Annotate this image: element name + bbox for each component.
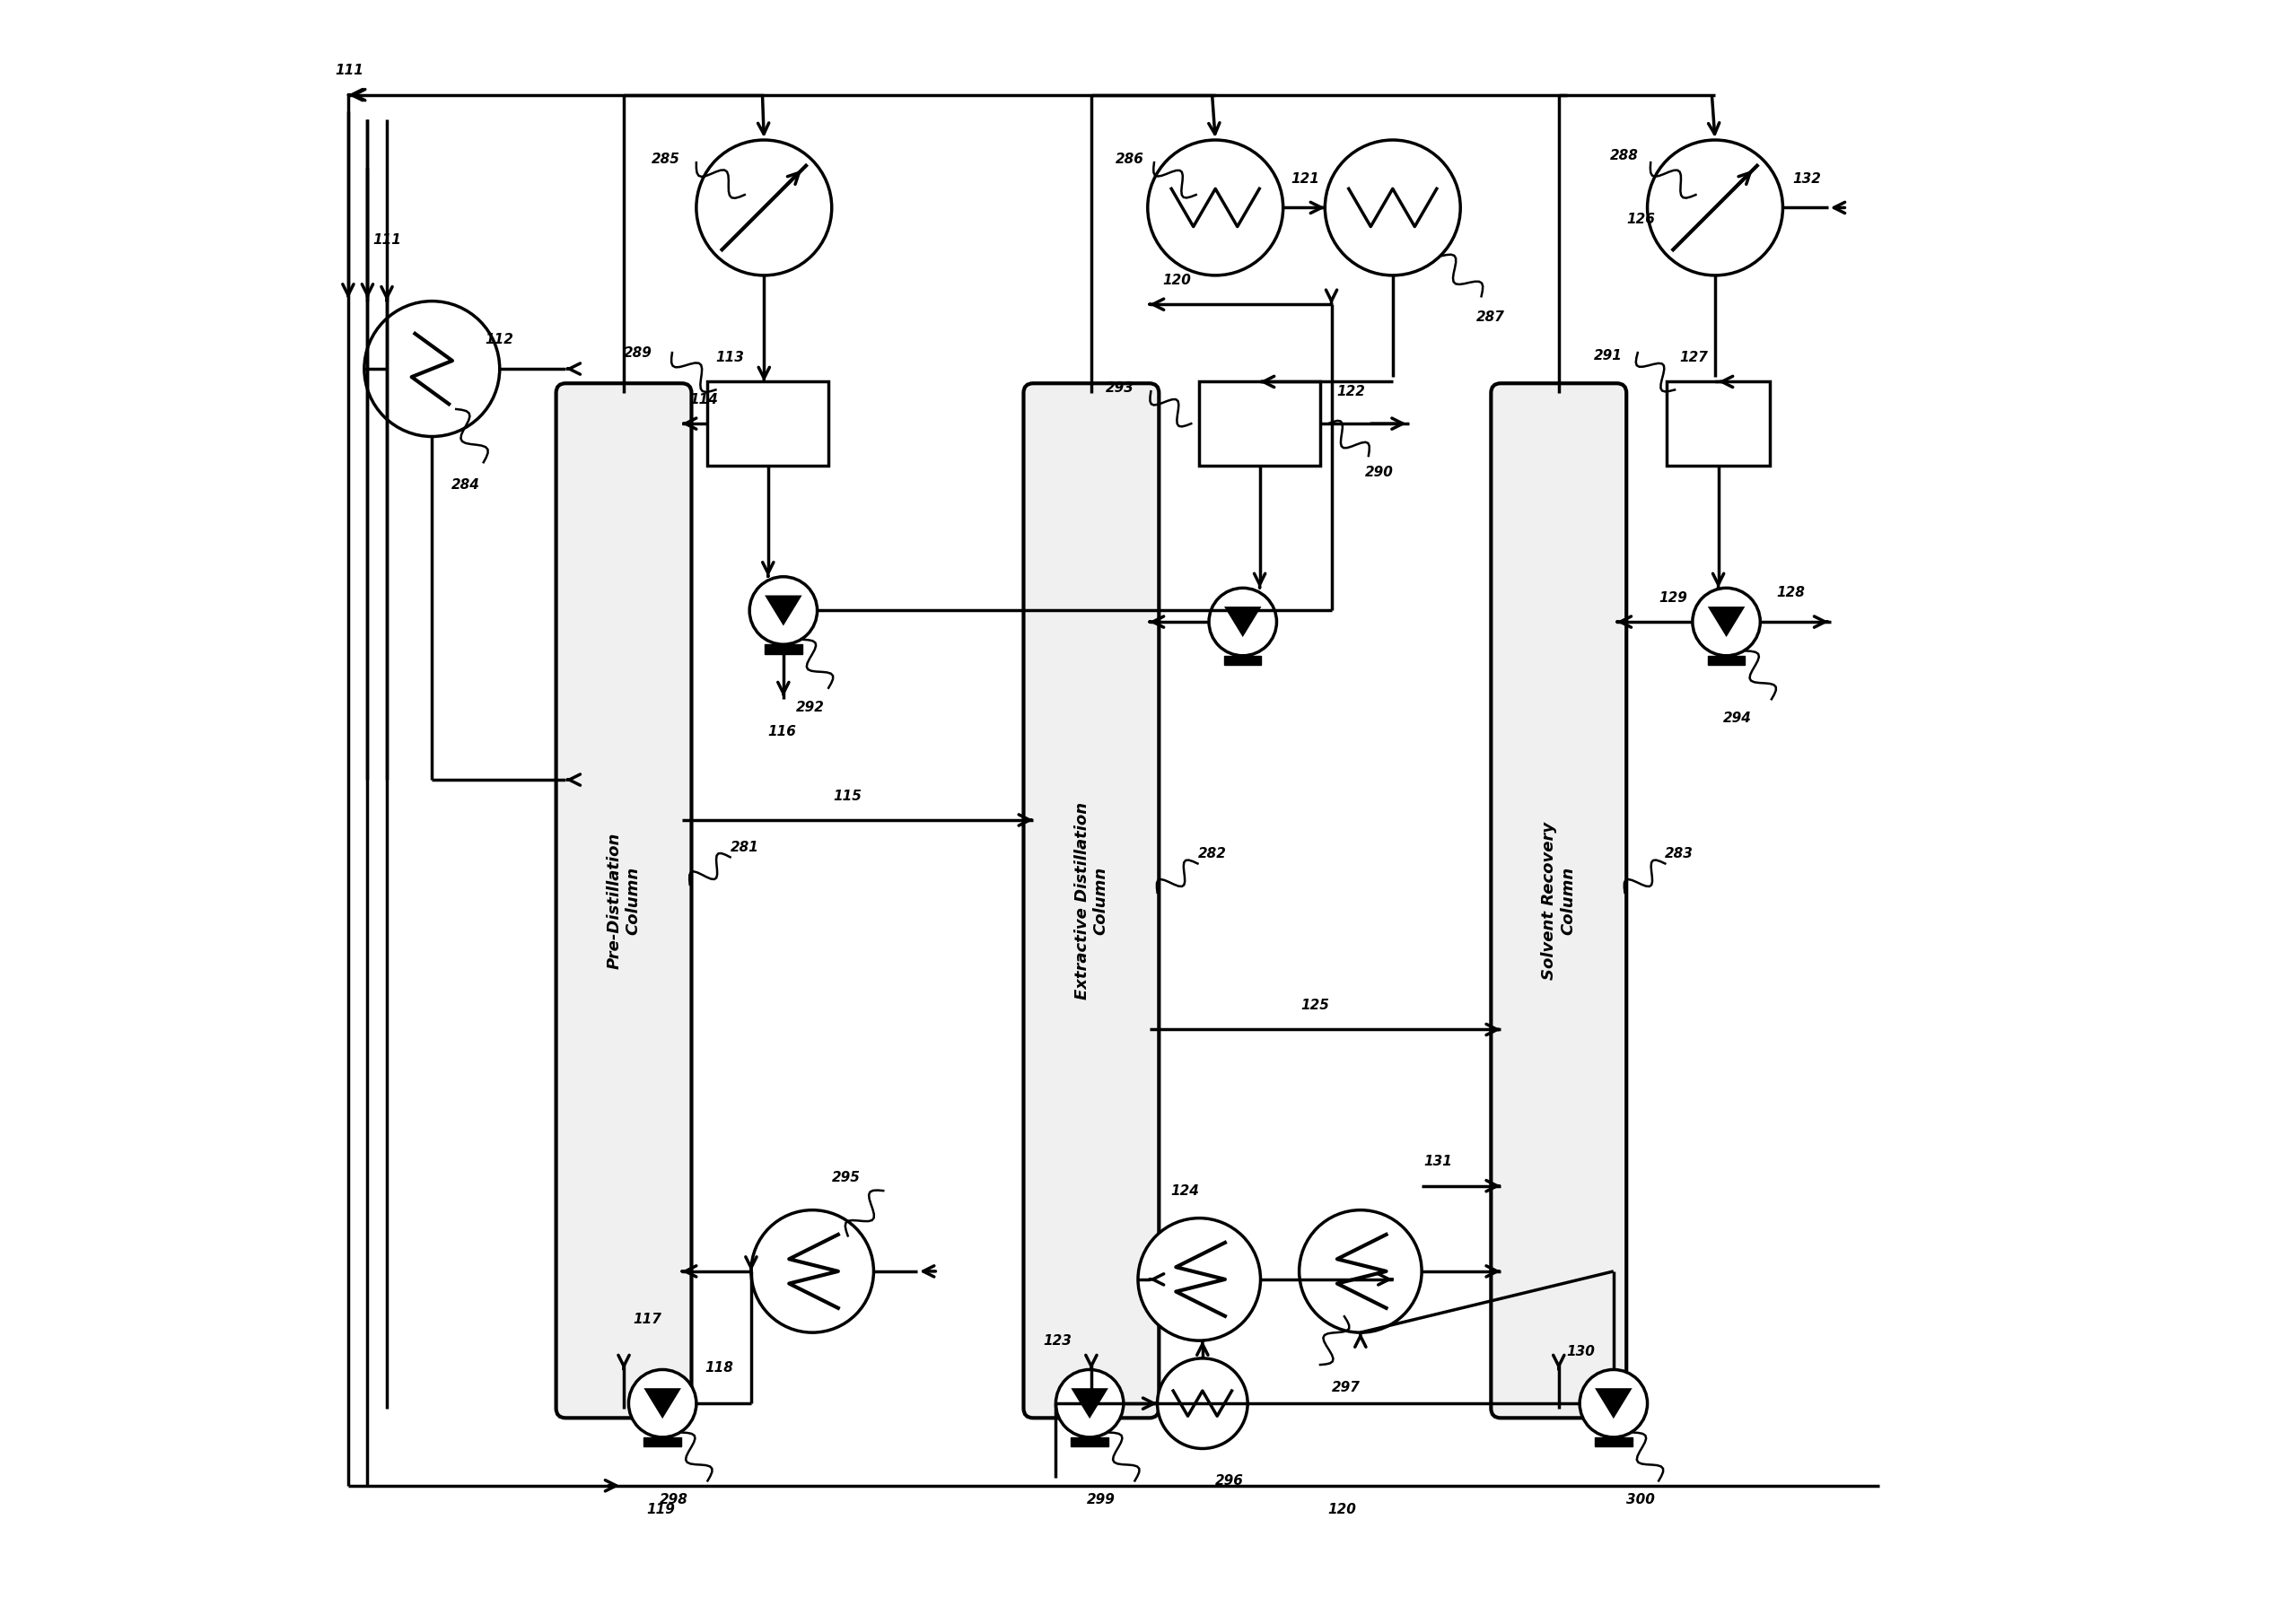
Text: 283: 283 — [1666, 848, 1693, 861]
Text: 123: 123 — [1042, 1333, 1072, 1348]
Bar — [644, 1437, 681, 1447]
Text: 287: 287 — [1477, 310, 1504, 323]
Text: 126: 126 — [1627, 213, 1655, 226]
Text: 285: 285 — [651, 153, 681, 166]
Circle shape — [1056, 1369, 1124, 1437]
Text: 115: 115 — [833, 789, 863, 802]
Polygon shape — [644, 1389, 681, 1419]
Text: Extractive Distillation
Column: Extractive Distillation Column — [1074, 802, 1108, 999]
FancyBboxPatch shape — [1491, 383, 1627, 1418]
Text: 111: 111 — [335, 63, 364, 78]
Text: 121: 121 — [1290, 172, 1320, 185]
Circle shape — [1693, 588, 1759, 656]
Bar — [708, 382, 828, 466]
FancyBboxPatch shape — [1024, 383, 1158, 1418]
Circle shape — [1300, 1210, 1422, 1333]
Text: 127: 127 — [1680, 351, 1709, 364]
Text: 288: 288 — [1611, 149, 1639, 162]
Bar — [1199, 382, 1320, 466]
Text: 120: 120 — [1163, 273, 1190, 287]
Circle shape — [1209, 588, 1277, 656]
Text: 117: 117 — [633, 1312, 662, 1327]
Text: 131: 131 — [1422, 1155, 1452, 1168]
Circle shape — [1648, 140, 1782, 276]
Text: 111: 111 — [373, 234, 401, 247]
Text: 290: 290 — [1366, 464, 1393, 479]
Text: Pre-Distillation
Column: Pre-Distillation Column — [605, 831, 642, 970]
Text: Solvent Recovery
Column: Solvent Recovery Column — [1541, 822, 1577, 979]
Text: 297: 297 — [1331, 1380, 1361, 1393]
Text: 120: 120 — [1327, 1504, 1356, 1517]
Circle shape — [1325, 140, 1461, 276]
Bar — [1666, 382, 1771, 466]
Text: 125: 125 — [1302, 999, 1329, 1012]
Polygon shape — [1707, 607, 1746, 637]
Text: 299: 299 — [1086, 1494, 1115, 1507]
Text: 300: 300 — [1627, 1494, 1655, 1507]
Circle shape — [751, 1210, 874, 1333]
Text: 291: 291 — [1593, 349, 1623, 362]
Text: 281: 281 — [731, 841, 758, 854]
Text: 118: 118 — [703, 1361, 733, 1374]
Text: 122: 122 — [1336, 385, 1366, 398]
Polygon shape — [1224, 607, 1261, 637]
Text: 124: 124 — [1170, 1184, 1199, 1197]
Bar — [1707, 656, 1746, 666]
Polygon shape — [1595, 1389, 1632, 1419]
Circle shape — [1147, 140, 1284, 276]
Text: 286: 286 — [1115, 153, 1145, 166]
Text: 282: 282 — [1197, 848, 1227, 861]
Circle shape — [749, 577, 817, 645]
Text: 116: 116 — [767, 724, 797, 739]
Text: 298: 298 — [660, 1494, 687, 1507]
Text: 112: 112 — [485, 333, 514, 346]
Circle shape — [1138, 1218, 1261, 1340]
Text: 296: 296 — [1215, 1475, 1245, 1488]
Text: 293: 293 — [1106, 382, 1133, 395]
Text: 119: 119 — [646, 1504, 676, 1517]
Circle shape — [1580, 1369, 1648, 1437]
Circle shape — [696, 140, 831, 276]
Circle shape — [1156, 1358, 1247, 1449]
Bar — [1072, 1437, 1108, 1447]
Polygon shape — [765, 596, 801, 625]
Text: 132: 132 — [1793, 172, 1821, 185]
Circle shape — [628, 1369, 696, 1437]
Text: 113: 113 — [715, 351, 744, 364]
Text: 284: 284 — [451, 477, 480, 492]
FancyBboxPatch shape — [555, 383, 692, 1418]
Circle shape — [364, 300, 501, 437]
Bar — [765, 645, 801, 654]
Polygon shape — [1072, 1389, 1108, 1419]
Text: 292: 292 — [797, 700, 824, 715]
Text: 129: 129 — [1659, 591, 1687, 604]
Text: 294: 294 — [1723, 711, 1753, 726]
Text: 128: 128 — [1775, 586, 1805, 599]
Text: 295: 295 — [831, 1171, 860, 1184]
Text: 130: 130 — [1566, 1345, 1595, 1359]
Bar — [1595, 1437, 1632, 1447]
Bar — [1224, 656, 1261, 666]
Text: 114: 114 — [690, 393, 719, 406]
Text: 289: 289 — [624, 346, 653, 359]
